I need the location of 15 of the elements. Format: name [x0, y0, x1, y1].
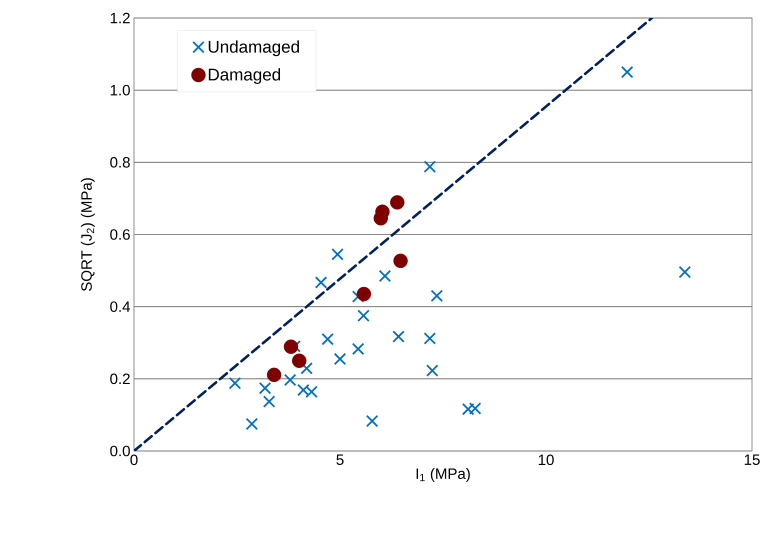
x-tick-label: 0 [130, 454, 138, 466]
y-tick-label: 0.8 [110, 157, 130, 168]
y-tick-label: 0.2 [110, 374, 130, 384]
y-tick-label: 0.4 [110, 301, 130, 312]
y-tick-label: 0.6 [110, 229, 130, 240]
x-axis-title: I$_{1}$ (MPa) [416, 468, 470, 482]
y-axis-title: SQRT (J$_{2}$) (MPa) [80, 178, 95, 292]
legend-label: Damaged [208, 68, 280, 84]
y-tick-label: 1.2 [110, 12, 130, 24]
x-tick-label: 5 [336, 454, 344, 465]
legend-label: Undamaged [208, 40, 299, 56]
x-tick-label: 10 [538, 454, 554, 466]
y-tick-label: 0.0 [110, 446, 130, 456]
y-tick-label: 1.0 [110, 84, 130, 96]
x-tick-label: 15 [744, 454, 760, 465]
